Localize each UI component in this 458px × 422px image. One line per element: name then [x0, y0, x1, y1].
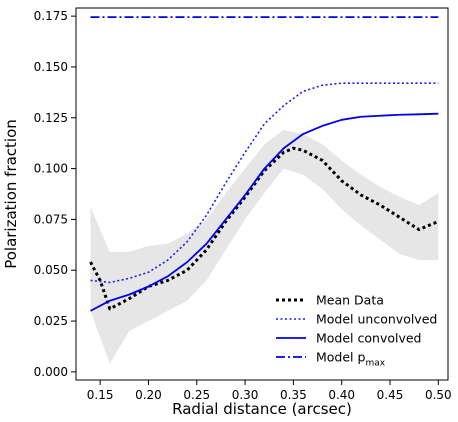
y-tick-label: 0.175: [34, 9, 68, 23]
y-tick-label: 0.050: [34, 263, 68, 277]
y-tick-label: 0.075: [34, 212, 68, 226]
y-axis-ticks: 0.000 0.025 0.050 0.075 0.100 0.125 0.150 0.175: [34, 9, 76, 379]
series-line-2: [90, 112, 439, 312]
y-tick-label: 0.000: [34, 365, 68, 379]
x-tick-label: 0.40: [328, 388, 355, 402]
x-tick-label: 0.20: [135, 388, 162, 402]
series-line-1: [90, 82, 439, 284]
series-layer: [89, 16, 439, 312]
x-axis-ticks: 0.15 0.20 0.25 0.30 0.35 0.40 0.45 0.50: [87, 380, 452, 402]
legend-label-1: Model unconvolved: [316, 312, 437, 327]
x-tick-label: 0.30: [232, 388, 259, 402]
plot-frame: [75, 7, 449, 381]
x-tick-label: 0.45: [377, 388, 404, 402]
y-tick-label: 0.150: [34, 60, 68, 74]
series-line-0: [89, 146, 439, 311]
x-tick-label: 0.35: [280, 388, 307, 402]
x-tick-label: 0.25: [183, 388, 210, 402]
x-axis-label: Radial distance (arcsec): [172, 400, 352, 418]
y-tick-label: 0.025: [34, 314, 68, 328]
y-tick-label: 0.125: [34, 111, 68, 125]
y-tick-label: 0.100: [34, 162, 68, 176]
x-tick-label: 0.15: [87, 388, 114, 402]
x-tick-label: 0.50: [425, 388, 452, 402]
legend-label-0: Mean Data: [316, 293, 384, 308]
y-axis-label: Polarization fraction: [2, 119, 20, 269]
legend-label-2: Model convolved: [316, 331, 422, 346]
